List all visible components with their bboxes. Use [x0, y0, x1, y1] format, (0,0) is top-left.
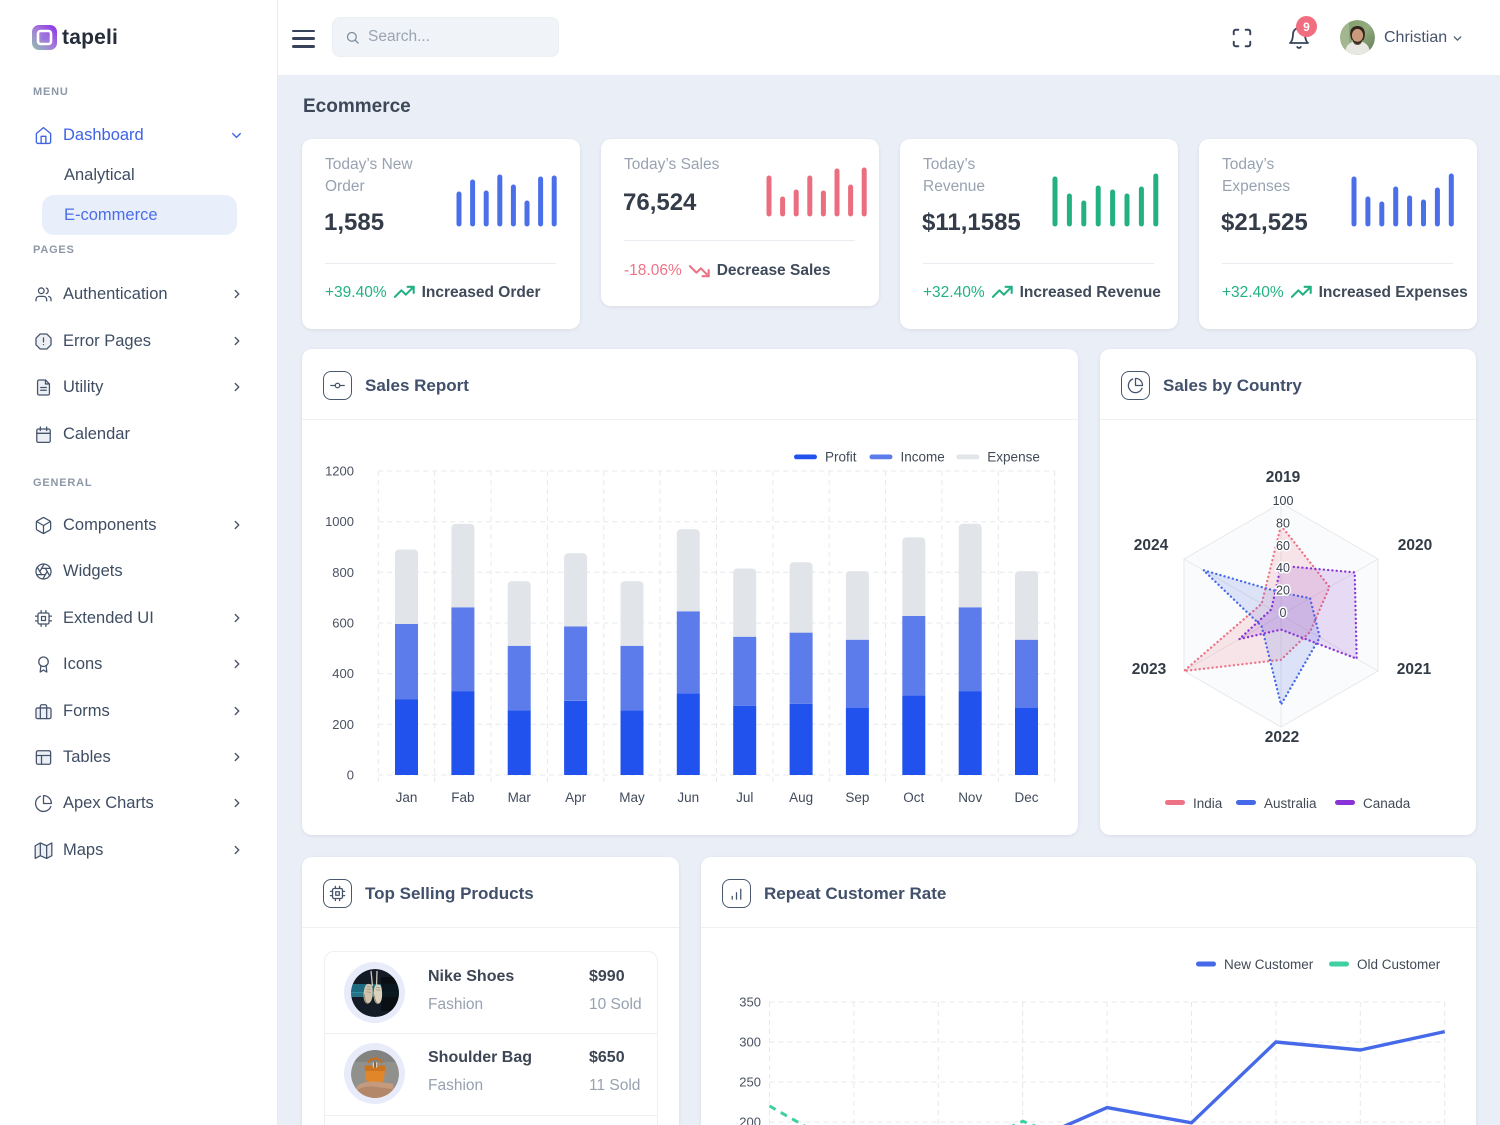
svg-text:1000: 1000	[325, 514, 354, 529]
svg-text:Jul: Jul	[736, 790, 753, 805]
svg-text:1200: 1200	[325, 464, 354, 479]
svg-text:2020: 2020	[1398, 537, 1432, 554]
svg-text:100: 100	[1273, 494, 1294, 508]
svg-text:300: 300	[739, 1035, 761, 1050]
svg-text:0: 0	[1280, 606, 1287, 620]
svg-text:800: 800	[332, 565, 354, 580]
svg-text:Aug: Aug	[789, 790, 813, 805]
svg-text:Profit: Profit	[825, 450, 857, 465]
svg-text:New Customer: New Customer	[1224, 957, 1314, 972]
svg-text:400: 400	[332, 666, 354, 681]
svg-text:2021: 2021	[1397, 661, 1432, 678]
svg-text:200: 200	[739, 1115, 761, 1125]
svg-text:2022: 2022	[1265, 729, 1299, 746]
svg-text:2023: 2023	[1132, 661, 1167, 678]
svg-text:Mar: Mar	[508, 790, 532, 805]
svg-text:Canada: Canada	[1363, 796, 1411, 811]
svg-text:Jun: Jun	[677, 790, 699, 805]
svg-text:60: 60	[1276, 539, 1290, 553]
svg-text:Income: Income	[901, 450, 945, 465]
svg-text:Expense: Expense	[987, 450, 1040, 465]
svg-text:Oct: Oct	[903, 790, 924, 805]
svg-text:2024: 2024	[1134, 537, 1169, 554]
svg-text:350: 350	[739, 995, 761, 1010]
svg-text:Sep: Sep	[845, 790, 869, 805]
svg-text:250: 250	[739, 1075, 761, 1090]
svg-text:80: 80	[1276, 516, 1290, 530]
svg-text:Fab: Fab	[451, 790, 474, 805]
svg-text:200: 200	[332, 717, 354, 732]
svg-text:2019: 2019	[1266, 469, 1301, 486]
svg-text:Australia: Australia	[1264, 796, 1317, 811]
svg-text:600: 600	[332, 616, 354, 631]
svg-text:India: India	[1193, 796, 1223, 811]
svg-text:40: 40	[1276, 561, 1290, 575]
svg-text:Jan: Jan	[396, 790, 418, 805]
svg-text:Apr: Apr	[565, 790, 587, 805]
svg-text:May: May	[619, 790, 645, 805]
svg-text:Old Customer: Old Customer	[1357, 957, 1441, 972]
svg-text:0: 0	[347, 768, 354, 783]
svg-text:Nov: Nov	[958, 790, 982, 805]
svg-text:20: 20	[1276, 584, 1290, 598]
svg-text:Dec: Dec	[1014, 790, 1038, 805]
